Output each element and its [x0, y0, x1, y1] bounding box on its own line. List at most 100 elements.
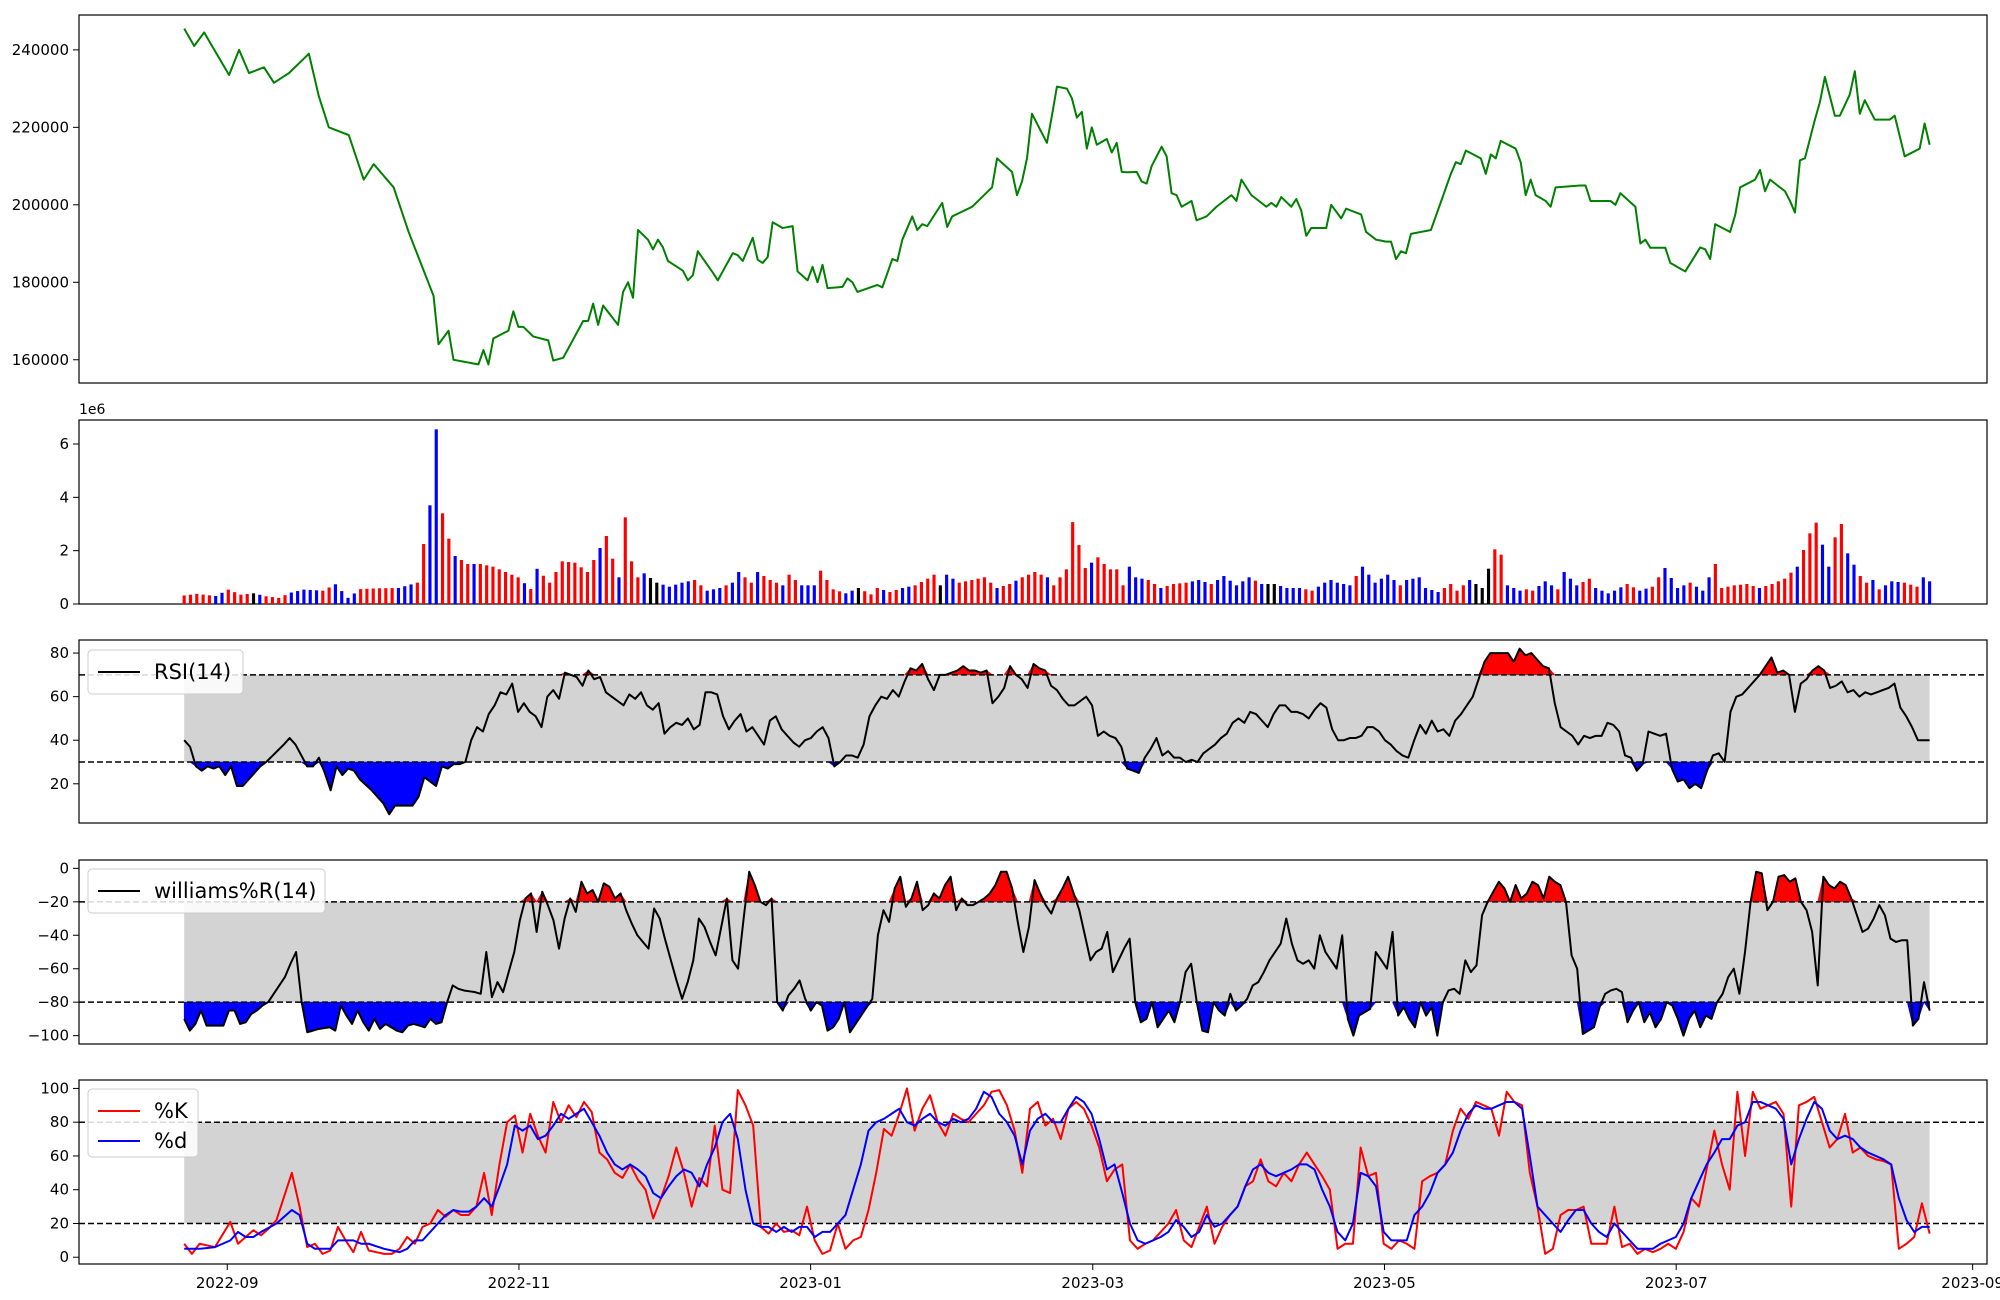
- volume-ytick-label: 6: [59, 435, 69, 453]
- rsi-ytick-label: 20: [50, 775, 69, 793]
- williams-oversold-fill: [413, 1001, 420, 1027]
- volume-bar: [503, 572, 508, 604]
- williams-oversold-fill: [211, 1001, 219, 1026]
- volume-bar: [1153, 584, 1157, 604]
- volume-bar: [1890, 581, 1894, 604]
- volume-bar: [1367, 574, 1371, 604]
- volume-bar: [718, 588, 722, 604]
- volume-bar: [598, 548, 602, 604]
- volume-bar: [1026, 574, 1031, 604]
- volume-bar: [1417, 577, 1421, 604]
- volume-bar: [188, 594, 193, 604]
- volume-bar: [762, 576, 766, 604]
- volume-bar: [693, 580, 697, 604]
- volume-bar: [289, 592, 293, 604]
- stochastic-legend: %K %d: [87, 1088, 199, 1158]
- volume-frame: [78, 419, 1988, 605]
- x-tick-label: 2023-09: [1941, 1274, 2000, 1292]
- volume-bar: [352, 593, 356, 604]
- volume-bar: [1518, 590, 1522, 604]
- volume-ytick-label: 4: [59, 488, 69, 506]
- volume-bar: [976, 578, 980, 604]
- volume-bar: [825, 580, 829, 604]
- rsi-oversold-fill: [406, 761, 413, 806]
- rsi-overbought-fill: [1525, 652, 1532, 676]
- volume-bar: [623, 517, 627, 604]
- rsi-ytick-label: 60: [50, 688, 69, 706]
- volume-bar: [856, 588, 860, 604]
- volume-bar: [1556, 589, 1560, 604]
- volume-bar: [226, 589, 230, 604]
- volume-bar: [1562, 572, 1566, 604]
- volume-bar: [1575, 585, 1579, 604]
- volume-bar: [1121, 585, 1125, 604]
- volume-bar: [1310, 590, 1314, 604]
- volume-bar: [1253, 580, 1257, 604]
- volume-bar: [1650, 586, 1654, 604]
- volume-bar: [1827, 566, 1831, 604]
- volume-bar: [699, 585, 703, 604]
- volume-bar: [655, 582, 659, 604]
- volume-bar: [1247, 577, 1251, 604]
- volume-bar: [1033, 572, 1037, 604]
- volume-bar: [1594, 588, 1598, 604]
- volume-bar: [951, 578, 955, 604]
- volume-bar: [743, 577, 747, 604]
- volume-bar: [1014, 580, 1018, 604]
- volume-bar: [1505, 585, 1510, 604]
- stochastic-ytick-label: 60: [50, 1147, 69, 1165]
- williams-legend: williams%R(14): [87, 868, 326, 914]
- volume-bar: [995, 588, 999, 604]
- rsi-overbought-fill: [1495, 652, 1503, 676]
- volume-bar: [1537, 586, 1541, 604]
- volume-bar: [844, 593, 848, 604]
- volume-bar: [1619, 587, 1623, 604]
- volume-bar: [831, 589, 835, 604]
- price-ytick-label: 200000: [12, 196, 69, 214]
- volume-bar: [1902, 582, 1906, 604]
- volume-bar: [604, 536, 608, 604]
- volume-bar: [869, 594, 873, 604]
- volume-bar: [756, 572, 760, 604]
- volume-bar: [1373, 582, 1377, 604]
- volume-bar: [327, 587, 331, 604]
- volume-bar: [1146, 580, 1150, 604]
- x-tick-label: 2023-01: [779, 1274, 842, 1292]
- volume-bar: [1001, 586, 1005, 604]
- volume-bar: [1921, 577, 1925, 604]
- x-tick-label: 2023-05: [1353, 1274, 1416, 1292]
- volume-bar: [1657, 577, 1661, 604]
- volume-bar: [730, 582, 734, 604]
- volume-bar: [314, 590, 319, 604]
- volume-bar: [1159, 588, 1163, 604]
- volume-bar: [900, 588, 905, 604]
- volume-bar: [1486, 568, 1491, 604]
- volume-bar: [1732, 585, 1736, 604]
- volume-bar: [648, 578, 653, 604]
- williams-ytick-label: −60: [37, 960, 69, 978]
- volume-bar: [1776, 581, 1780, 604]
- williams-ytick-label: −40: [37, 926, 69, 944]
- volume-bar: [1808, 533, 1812, 604]
- volume-bar: [894, 590, 898, 604]
- volume-bar: [264, 596, 268, 604]
- volume-bar: [1877, 589, 1881, 604]
- volume-bar: [529, 589, 533, 604]
- volume-bar: [1430, 590, 1434, 604]
- volume-bar: [1739, 584, 1743, 604]
- volume-bar: [384, 588, 388, 604]
- volume-bar: [1669, 578, 1673, 604]
- price-ytick-label: 240000: [12, 41, 69, 59]
- volume-bar: [1493, 549, 1497, 604]
- volume-bar: [1234, 585, 1239, 604]
- volume-bar: [472, 564, 476, 604]
- volume-bar: [220, 592, 224, 604]
- volume-bar: [1077, 545, 1081, 604]
- volume-bar: [1568, 578, 1573, 604]
- williams-ytick-label: 0: [59, 859, 69, 877]
- volume-bar: [1820, 544, 1825, 604]
- volume-bar: [516, 577, 520, 604]
